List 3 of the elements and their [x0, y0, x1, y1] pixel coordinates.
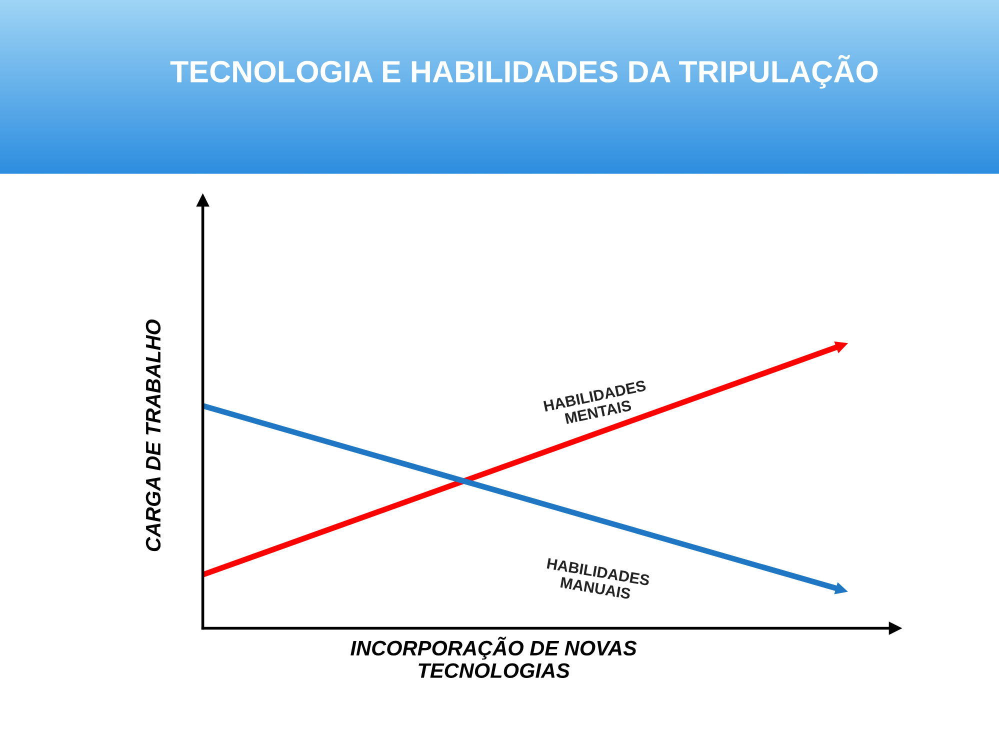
x-axis-title: INCORPORAÇÃO DE NOVAS TECNOLOGIAS	[350, 636, 637, 678]
y-axis-title: CARGA DE TRABALHO	[146, 320, 161, 552]
chart-title: TECNOLOGIA E HABILIDADES DA TRIPULAÇÃO	[170, 55, 878, 89]
